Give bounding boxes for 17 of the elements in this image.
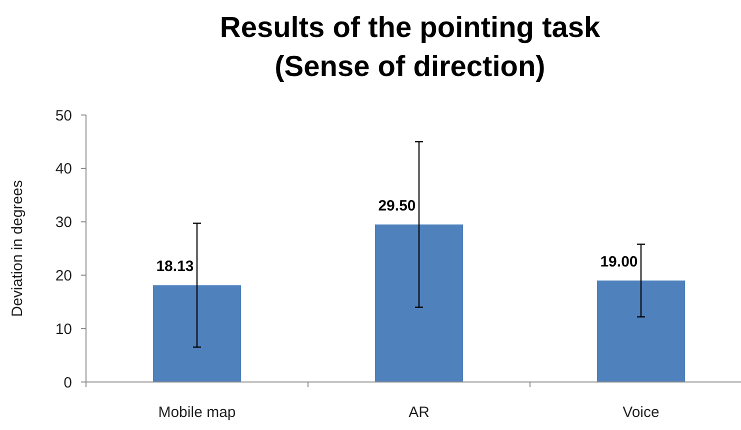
- y-axis-title: Deviation in degrees: [9, 180, 26, 317]
- data-label: 19.00: [600, 254, 638, 271]
- bar: [375, 224, 463, 382]
- bar: [597, 280, 685, 382]
- x-tick-label: Voice: [622, 404, 660, 421]
- y-tick-label: 40: [55, 160, 72, 178]
- bar: [153, 285, 241, 382]
- x-tick-label: Mobile map: [158, 404, 236, 421]
- y-tick-label: 50: [55, 107, 72, 124]
- y-tick-label: 0: [64, 374, 72, 392]
- x-tick-label: AR: [408, 404, 430, 421]
- y-tick-label: 10: [55, 320, 72, 338]
- y-tick-label: 20: [55, 267, 72, 284]
- chart-title: Results of the pointing task (Sense of direction): [220, 12, 601, 83]
- y-tick-label: 30: [55, 214, 72, 232]
- data-label: 18.13: [156, 258, 194, 276]
- data-label: 29.50: [378, 197, 416, 214]
